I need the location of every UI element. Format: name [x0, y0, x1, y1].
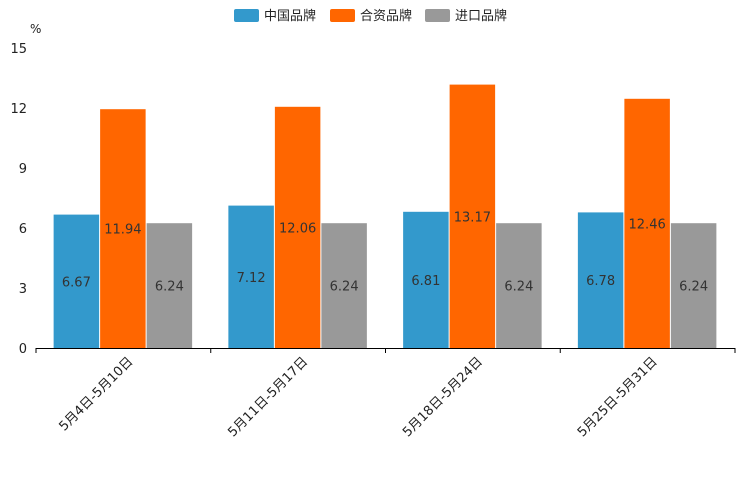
data-label: 12.46 — [629, 217, 666, 232]
bar-1-1[interactable] — [53, 214, 100, 348]
bar-2-4[interactable] — [624, 98, 670, 348]
y-tick-label: 6 — [19, 222, 27, 237]
y-tick-label: 9 — [19, 162, 27, 177]
legend-label-1[interactable]: 中国品牌 — [264, 8, 316, 24]
y-tick-label: 12 — [10, 102, 27, 117]
bar-1-4[interactable] — [577, 212, 624, 348]
bar-2-3[interactable] — [449, 84, 496, 348]
bar-1-3[interactable] — [403, 211, 449, 348]
legend: 中国品牌 合资品牌 进口品牌 — [234, 8, 507, 24]
y-axis: 0 3 6 9 12 15 — [10, 42, 27, 357]
bar-3-4[interactable] — [670, 223, 717, 348]
data-label: 13.17 — [454, 210, 491, 225]
x-axis: 5月4日-5月10日 5月11日-5月17日 5月18日-5月24日 5月25日-5月… — [35, 348, 736, 440]
x-tick-label: 5月18日-5月24日 — [400, 354, 486, 440]
data-label: 12.06 — [279, 221, 316, 236]
data-label: 7.12 — [237, 271, 266, 286]
legend-swatch-2[interactable] — [330, 9, 355, 22]
data-label: 6.24 — [330, 280, 359, 295]
y-tick-label: 15 — [10, 42, 27, 57]
legend-swatch-3[interactable] — [425, 9, 450, 22]
bars: 6.67 11.94 6.24 7.12 12.06 6.24 6.81 13.17 6.24 6… — [53, 84, 717, 348]
bar-2-1[interactable] — [100, 109, 146, 348]
bar-2-2[interactable] — [274, 106, 321, 348]
data-label: 6.24 — [679, 280, 708, 295]
y-axis-unit-label: % — [30, 22, 41, 36]
x-tick-label: 5月11日-5月17日 — [225, 354, 311, 440]
legend-label-2[interactable]: 合资品牌 — [360, 8, 412, 24]
data-label: 6.67 — [62, 275, 91, 290]
data-label: 6.24 — [155, 280, 184, 295]
legend-swatch-1[interactable] — [234, 9, 259, 22]
data-label: 6.24 — [504, 280, 533, 295]
data-label: 11.94 — [104, 223, 141, 238]
bar-3-3[interactable] — [496, 223, 542, 348]
bar-3-2[interactable] — [321, 223, 367, 348]
x-tick-label: 5月25日-5月31日 — [575, 354, 661, 440]
data-label: 6.81 — [411, 274, 440, 289]
bar-3-1[interactable] — [146, 223, 193, 348]
legend-label-3[interactable]: 进口品牌 — [455, 8, 507, 24]
y-tick-label: 3 — [19, 282, 27, 297]
x-tick-label: 5月4日-5月10日 — [56, 354, 136, 434]
data-label: 6.78 — [586, 274, 615, 289]
y-tick-label: 0 — [19, 342, 27, 357]
bar-1-2[interactable] — [228, 205, 274, 348]
